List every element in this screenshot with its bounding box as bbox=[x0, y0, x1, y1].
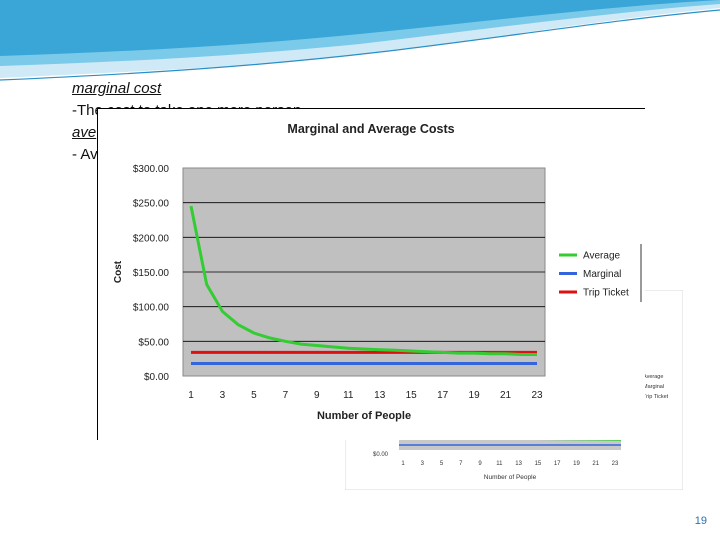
x-tick-label: 11 bbox=[343, 390, 354, 401]
secondary-x-tick-label: 19 bbox=[573, 461, 580, 467]
legend: Average Marginal Trip Ticket bbox=[549, 244, 645, 302]
term-marginal-cost: marginal cost bbox=[72, 80, 162, 97]
term-average-cost: ave bbox=[72, 124, 97, 141]
secondary-xlabel: Number of People bbox=[484, 474, 537, 481]
secondary-x-tick-label: 11 bbox=[496, 461, 503, 467]
x-tick-label: 21 bbox=[500, 390, 512, 401]
secondary-x-tick-label: 1 bbox=[401, 461, 405, 467]
x-tick-label: 7 bbox=[283, 390, 289, 401]
main-chart: Marginal and Average Costs $0.00 $50.00 $1… bbox=[97, 108, 645, 440]
secondary-x-tick-label: 5 bbox=[440, 461, 444, 467]
slide-number: 19 bbox=[694, 515, 707, 527]
series-line-average bbox=[189, 205, 537, 356]
x-tick-label: 17 bbox=[437, 390, 449, 401]
y-axis-label: Cost bbox=[113, 260, 124, 283]
secondary-x-tick-label: 3 bbox=[421, 461, 425, 467]
gridlines bbox=[183, 202, 545, 342]
y-tick-label: $300.00 bbox=[133, 164, 170, 175]
legend-label: Trip Ticket bbox=[583, 288, 629, 299]
secondary-x-tick-label: 15 bbox=[535, 461, 542, 467]
series-lines bbox=[189, 205, 537, 365]
wave-line bbox=[0, 9, 720, 81]
chart-title: Marginal and Average Costs bbox=[287, 122, 454, 136]
secondary-legend-ticket: Trip Ticket bbox=[643, 394, 669, 400]
x-tick-label: 5 bbox=[251, 390, 257, 401]
x-tick-label: 19 bbox=[469, 390, 481, 401]
x-axis-label: Number of People bbox=[317, 410, 411, 422]
legend-label: Marginal bbox=[583, 269, 621, 280]
secondary-x-tick-label: 17 bbox=[554, 461, 561, 467]
secondary-legend-marginal: Marginal bbox=[643, 384, 664, 390]
y-tick-label: $250.00 bbox=[133, 199, 170, 210]
secondary-x-tick-label: 7 bbox=[459, 461, 463, 467]
secondary-legend-average: Average bbox=[643, 374, 663, 380]
x-tick-label: 9 bbox=[314, 390, 320, 401]
y-tick-label: $200.00 bbox=[133, 233, 170, 244]
x-tick-label: 3 bbox=[220, 390, 226, 401]
x-tick-label: 15 bbox=[406, 390, 418, 401]
y-tick-labels: $0.00 $50.00 $100.00 $150.00 $200.00 $250.00 $… bbox=[133, 164, 170, 383]
secondary-xticks: 1 3 5 7 9 11 13 15 17 19 21 23 bbox=[401, 461, 619, 467]
wave-band-dark bbox=[0, 0, 720, 56]
legend-label: Average bbox=[583, 251, 621, 262]
secondary-x-tick-label: 9 bbox=[478, 461, 482, 467]
secondary-x-tick-label: 13 bbox=[515, 461, 522, 467]
secondary-x-tick-label: 21 bbox=[592, 461, 599, 467]
x-tick-labels: 1 3 5 7 9 11 13 15 17 19 21 23 bbox=[188, 390, 543, 401]
def-average-cost: - Av bbox=[72, 146, 98, 163]
secondary-x-tick-label: 23 bbox=[612, 461, 619, 467]
secondary-ytick: $0.00 bbox=[373, 452, 389, 458]
y-tick-label: $0.00 bbox=[144, 372, 169, 383]
y-tick-label: $50.00 bbox=[138, 337, 169, 348]
x-tick-label: 13 bbox=[374, 390, 386, 401]
y-tick-label: $100.00 bbox=[133, 303, 170, 314]
x-tick-label: 1 bbox=[188, 390, 194, 401]
x-tick-label: 23 bbox=[531, 390, 543, 401]
header-wave-decoration bbox=[0, 0, 720, 81]
y-tick-label: $150.00 bbox=[133, 268, 170, 279]
